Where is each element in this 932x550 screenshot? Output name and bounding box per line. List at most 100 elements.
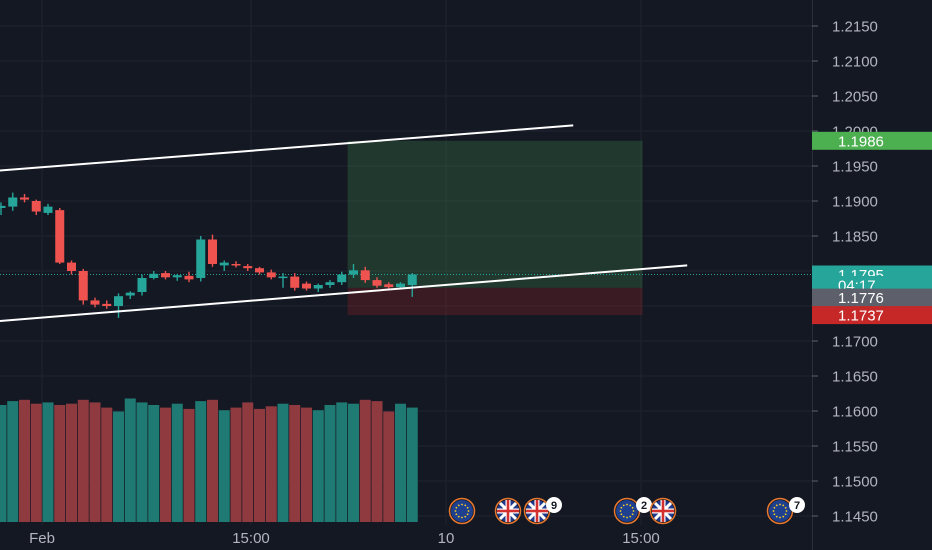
volume-bar — [301, 407, 312, 522]
price-tick-label: 1.1600 — [832, 404, 878, 421]
candle-body — [231, 264, 241, 266]
volume-bar — [395, 403, 406, 522]
price-tick-label: 1.1900 — [832, 194, 878, 211]
svg-text:1.1776: 1.1776 — [838, 290, 884, 307]
time-tick-label: 15:00 — [232, 530, 270, 547]
price-tick-label: 1.1450 — [832, 509, 878, 526]
uk-flag-icon — [494, 497, 522, 525]
upper-trendline — [0, 124, 574, 172]
volume-bar — [254, 408, 265, 522]
candle-body — [313, 285, 323, 289]
candle-body — [43, 206, 53, 213]
price-tick-label: 1.1700 — [832, 334, 878, 351]
candle-body — [360, 270, 370, 281]
candle-body — [219, 262, 229, 266]
svg-text:9: 9 — [551, 500, 557, 512]
price-tag: 1.1737 — [812, 306, 932, 325]
volume-bar — [359, 399, 371, 522]
candle-body — [8, 197, 18, 207]
price-tick-label: 1.1650 — [832, 369, 878, 386]
volume-bar — [406, 407, 418, 522]
uk-flag-icon — [523, 497, 551, 525]
volume-bar — [277, 403, 289, 522]
candle-body — [0, 205, 6, 208]
price-tick-label: 1.1850 — [832, 229, 878, 246]
svg-text:1.1986: 1.1986 — [838, 133, 884, 150]
volume-bar — [242, 402, 254, 522]
loss-zone — [347, 287, 643, 316]
svg-text:1.1737: 1.1737 — [838, 308, 884, 325]
eu-flag-icon — [448, 497, 476, 525]
time-tick-label: Feb — [29, 530, 55, 547]
candle-body — [102, 303, 112, 306]
volume-bar — [42, 402, 54, 522]
time-tick-label: 15:00 — [622, 530, 660, 547]
candle-body — [125, 292, 135, 296]
eu-flag-icon — [613, 497, 641, 525]
svg-text:7: 7 — [794, 500, 800, 512]
candle-body — [407, 274, 417, 285]
volume-bar — [54, 405, 66, 522]
volume-bar — [371, 401, 383, 522]
volume-bar — [124, 398, 136, 522]
candle-body — [325, 282, 335, 285]
volume-bar — [0, 405, 7, 522]
candle-body — [396, 283, 405, 288]
candle-body — [278, 276, 288, 279]
candle-body — [137, 278, 147, 292]
price-tag: 1.1986 — [812, 131, 932, 150]
candle-body — [337, 274, 347, 283]
candle-body — [78, 271, 88, 301]
candle-body — [349, 270, 358, 275]
candle-body — [55, 210, 65, 263]
time-tick-label: 10 — [438, 530, 455, 547]
price-tick-label: 1.1550 — [832, 439, 878, 456]
volume-bar — [77, 399, 89, 522]
volume-bar — [183, 408, 195, 522]
event-count-badge: 7 — [789, 497, 805, 513]
price-tick-label: 1.2100 — [832, 54, 878, 71]
volume-bar — [171, 403, 183, 522]
candle-body — [302, 283, 311, 289]
volume-bar — [289, 405, 301, 522]
candle-body — [208, 239, 217, 264]
profit-zone — [347, 140, 643, 288]
candle-body — [20, 197, 29, 200]
price-tick-label: 1.2050 — [832, 89, 878, 106]
volume-bar — [101, 407, 113, 522]
event-count-badge: 2 — [636, 497, 652, 513]
candle-body — [384, 284, 394, 288]
volume-bar — [312, 410, 324, 522]
candle-body — [161, 273, 170, 278]
candle-body — [243, 266, 253, 269]
volume-bar — [160, 407, 171, 522]
volume-bar — [230, 407, 242, 522]
candle-body — [90, 300, 100, 305]
volume-bar — [113, 411, 124, 522]
candle-body — [149, 273, 159, 278]
candle-body — [31, 201, 41, 212]
candle-body — [67, 262, 76, 271]
volume-bar — [324, 405, 336, 522]
volume-bar — [218, 410, 230, 522]
volume-bar — [148, 405, 160, 522]
uk-flag-icon — [649, 497, 677, 525]
candle-body — [290, 276, 300, 288]
volume-bar — [383, 411, 395, 522]
volume-bar — [7, 401, 19, 522]
price-tag: 1.1776 — [812, 288, 932, 307]
volume-bar — [336, 402, 348, 522]
lower-trendline — [0, 264, 688, 323]
svg-text:2: 2 — [641, 500, 647, 512]
candle-body — [255, 268, 264, 273]
candle-body — [184, 275, 194, 280]
volume-bar — [89, 402, 101, 522]
volume-bar — [136, 402, 148, 522]
candle-body — [372, 280, 382, 286]
candle-body — [114, 296, 123, 306]
candle-body — [196, 239, 206, 278]
volume-bar — [30, 403, 42, 522]
volume-bar — [66, 403, 77, 522]
